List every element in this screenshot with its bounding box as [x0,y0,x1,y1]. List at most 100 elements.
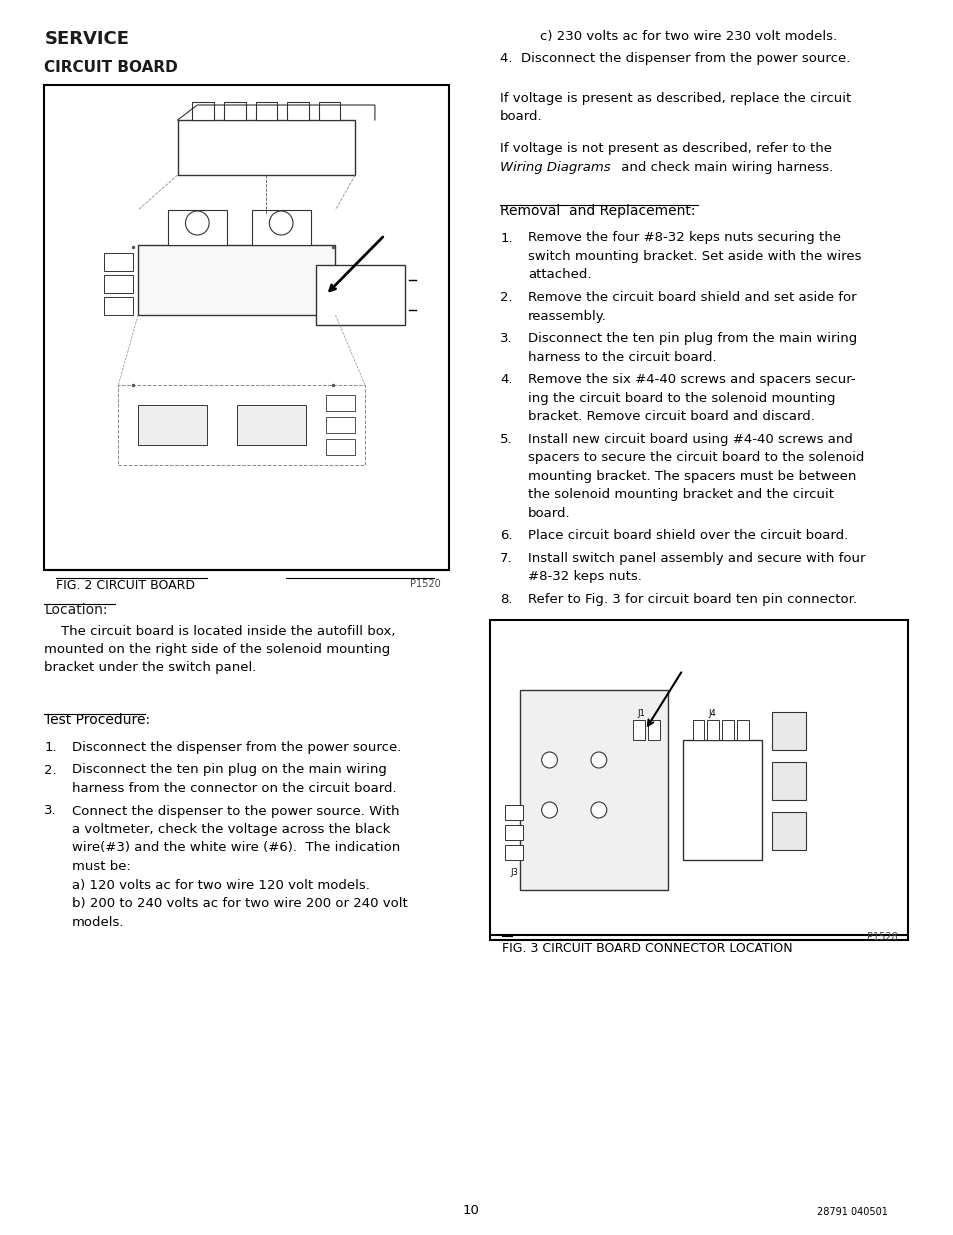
Text: Disconnect the ten pin plug on the main wiring: Disconnect the ten pin plug on the main … [71,763,387,777]
Text: wire(#3) and the white wire (#6).  The indication: wire(#3) and the white wire (#6). The in… [71,841,400,855]
Text: Refer to Fig. 3 for circuit board ten pin connector.: Refer to Fig. 3 for circuit board ten pi… [527,593,856,605]
Bar [193,103,213,120]
Text: attached.: attached. [527,268,591,282]
Bar [168,210,227,245]
Text: Remove the circuit board shield and set aside for: Remove the circuit board shield and set … [527,291,856,304]
Text: If voltage is present as described, replace the circuit
board.: If voltage is present as described, repl… [499,91,851,124]
Text: 3.: 3. [499,332,513,345]
Text: If voltage is not present as described, refer to the: If voltage is not present as described, … [499,142,831,156]
Text: must be:: must be: [71,860,131,873]
Bar [771,811,805,850]
Circle shape [541,752,557,768]
Text: and check main wiring harness.: and check main wiring harness. [616,162,832,174]
Circle shape [590,802,606,818]
Text: spacers to secure the circuit board to the solenoid: spacers to secure the circuit board to t… [527,451,863,464]
Text: Removal  and Replacement:: Removal and Replacement: [499,204,695,217]
Text: Install switch panel assembly and secure with four: Install switch panel assembly and secure… [527,552,864,564]
Bar [252,210,311,245]
Text: ing the circuit board to the solenoid mounting: ing the circuit board to the solenoid mo… [527,391,835,405]
Text: 2.: 2. [499,291,513,304]
Text: harness to the circuit board.: harness to the circuit board. [527,351,716,363]
Text: 5.: 5. [499,432,513,446]
Bar [490,620,906,940]
Text: 1.: 1. [499,231,513,245]
Text: FIG. 2 CIRCUIT BOARD: FIG. 2 CIRCUIT BOARD [56,579,195,592]
Bar [505,825,522,840]
Bar [118,385,365,466]
Text: CIRCUIT BOARD: CIRCUIT BOARD [45,61,178,75]
Bar [325,395,355,411]
Bar [771,762,805,800]
Bar [325,438,355,454]
Bar [104,275,133,293]
Bar [224,103,246,120]
Text: P1520: P1520 [410,579,440,589]
Circle shape [541,802,557,818]
Bar [138,245,335,315]
Text: SERVICE: SERVICE [45,30,130,48]
Circle shape [269,211,293,235]
Text: Test Procedure:: Test Procedure: [45,713,151,727]
Text: models.: models. [71,915,125,929]
Text: bracket. Remove circuit board and discard.: bracket. Remove circuit board and discar… [527,410,814,424]
Text: a voltmeter, check the voltage across the black: a voltmeter, check the voltage across th… [71,823,390,836]
Text: Place circuit board shield over the circuit board.: Place circuit board shield over the circ… [527,529,847,542]
Bar [771,713,805,750]
Text: Disconnect the dispenser from the power source.: Disconnect the dispenser from the power … [71,741,401,755]
Bar [692,720,703,740]
Bar [737,720,748,740]
Bar [177,120,355,175]
Bar [104,296,133,315]
Text: 8.: 8. [499,593,512,605]
Text: Disconnect the ten pin plug from the main wiring: Disconnect the ten pin plug from the mai… [527,332,856,345]
Text: J1: J1 [637,709,644,718]
Bar [707,720,719,740]
Text: 3.: 3. [45,804,57,818]
Text: reassembly.: reassembly. [527,310,606,322]
Text: 1.: 1. [45,741,57,755]
Bar [138,405,207,445]
Text: b) 200 to 240 volts ac for two wire 200 or 240 volt: b) 200 to 240 volts ac for two wire 200 … [71,897,407,910]
Text: Remove the six #4-40 screws and spacers secur-: Remove the six #4-40 screws and spacers … [527,373,855,387]
Text: Remove the four #8-32 keps nuts securing the: Remove the four #8-32 keps nuts securing… [527,231,840,245]
Text: 2.: 2. [45,763,57,777]
Bar [104,253,133,270]
Text: 4.: 4. [499,373,512,387]
Text: J3: J3 [510,868,517,877]
Text: Connect the dispenser to the power source. With: Connect the dispenser to the power sourc… [71,804,399,818]
Bar [647,720,659,740]
Bar [505,845,522,860]
Text: 4.  Disconnect the dispenser from the power source.: 4. Disconnect the dispenser from the pow… [499,52,850,65]
Text: The circuit board is located inside the autofill box,
mounted on the right side : The circuit board is located inside the … [45,625,395,674]
Bar [236,405,306,445]
Bar [519,690,667,890]
Bar [315,266,404,325]
Bar [45,85,449,571]
Bar [633,720,644,740]
Text: c) 230 volts ac for two wire 230 volt models.: c) 230 volts ac for two wire 230 volt mo… [539,30,836,43]
Bar [318,103,340,120]
Bar [287,103,309,120]
Text: Wiring Diagrams: Wiring Diagrams [499,162,610,174]
Bar [505,805,522,820]
Text: harness from the connector on the circuit board.: harness from the connector on the circui… [71,782,396,795]
Text: the solenoid mounting bracket and the circuit: the solenoid mounting bracket and the ci… [527,488,833,501]
Text: #8-32 keps nuts.: #8-32 keps nuts. [527,571,641,583]
Text: FIG. 3 CIRCUIT BOARD CONNECTOR LOCATION: FIG. 3 CIRCUIT BOARD CONNECTOR LOCATION [501,942,792,955]
Text: 7.: 7. [499,552,513,564]
Bar [325,417,355,433]
Circle shape [185,211,209,235]
Text: a) 120 volts ac for two wire 120 volt models.: a) 120 volts ac for two wire 120 volt mo… [71,878,370,892]
Text: switch mounting bracket. Set aside with the wires: switch mounting bracket. Set aside with … [527,249,861,263]
Text: P1528: P1528 [866,932,897,942]
Text: 6.: 6. [499,529,512,542]
Bar [682,740,760,860]
Bar [721,720,733,740]
Circle shape [590,752,606,768]
Text: Install new circuit board using #4-40 screws and: Install new circuit board using #4-40 sc… [527,432,852,446]
Text: Location:: Location: [45,603,108,618]
Text: 10: 10 [461,1204,478,1216]
Text: mounting bracket. The spacers must be between: mounting bracket. The spacers must be be… [527,469,855,483]
Bar [255,103,277,120]
Text: J4: J4 [708,709,716,718]
